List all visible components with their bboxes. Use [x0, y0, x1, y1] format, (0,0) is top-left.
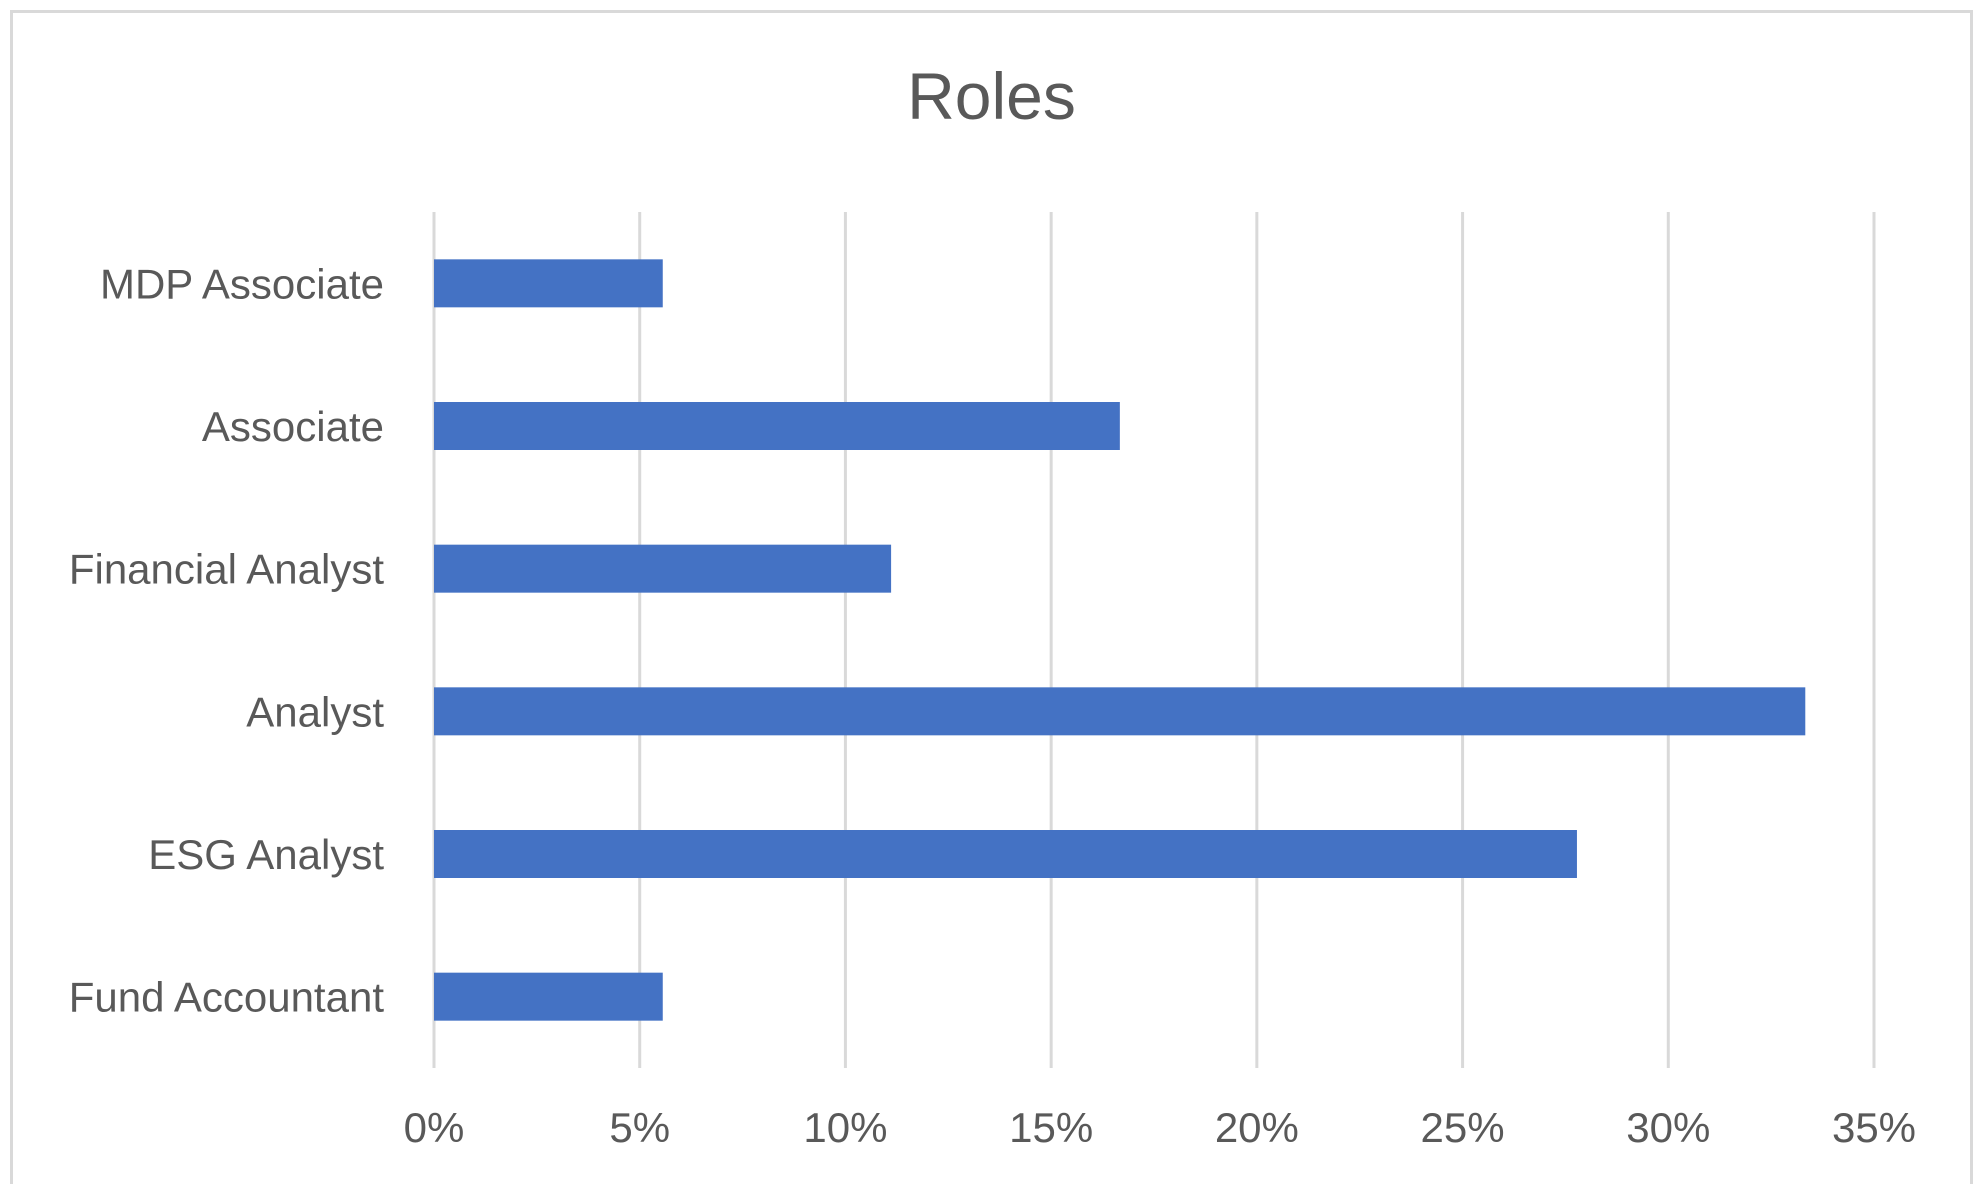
bar-associate	[434, 402, 1120, 450]
category-labels: MDP Associate Associate Financial Analyst A…	[69, 260, 385, 1020]
bar-analyst	[434, 687, 1806, 736]
x-tick-label: 0%	[404, 1104, 465, 1151]
x-tick-label: 10%	[803, 1104, 887, 1151]
category-label: Associate	[202, 403, 384, 450]
chart-frame	[10, 10, 1973, 1184]
x-tick-label: 15%	[1009, 1104, 1093, 1151]
category-label: Fund Accountant	[69, 974, 385, 1021]
gridlines	[432, 212, 1876, 1068]
x-tick-label: 5%	[609, 1104, 670, 1151]
category-label: Analyst	[246, 688, 384, 735]
bar-mdp-associate	[434, 259, 663, 308]
bars	[434, 259, 1806, 1021]
bar-fund-accountant	[434, 972, 663, 1021]
x-axis-tick-labels: 0% 5% 10% 15% 20% 25% 30% 35%	[404, 1104, 1916, 1151]
category-label: MDP Associate	[100, 260, 384, 307]
category-label: Financial Analyst	[69, 546, 384, 593]
x-tick-label: 30%	[1626, 1104, 1710, 1151]
bar-financial-analyst	[434, 544, 892, 593]
chart-title: Roles	[907, 59, 1076, 133]
category-label: ESG Analyst	[148, 831, 384, 878]
x-tick-label: 25%	[1421, 1104, 1505, 1151]
x-tick-label: 20%	[1215, 1104, 1299, 1151]
bar-esg-analyst	[434, 830, 1577, 878]
x-tick-label: 35%	[1832, 1104, 1916, 1151]
